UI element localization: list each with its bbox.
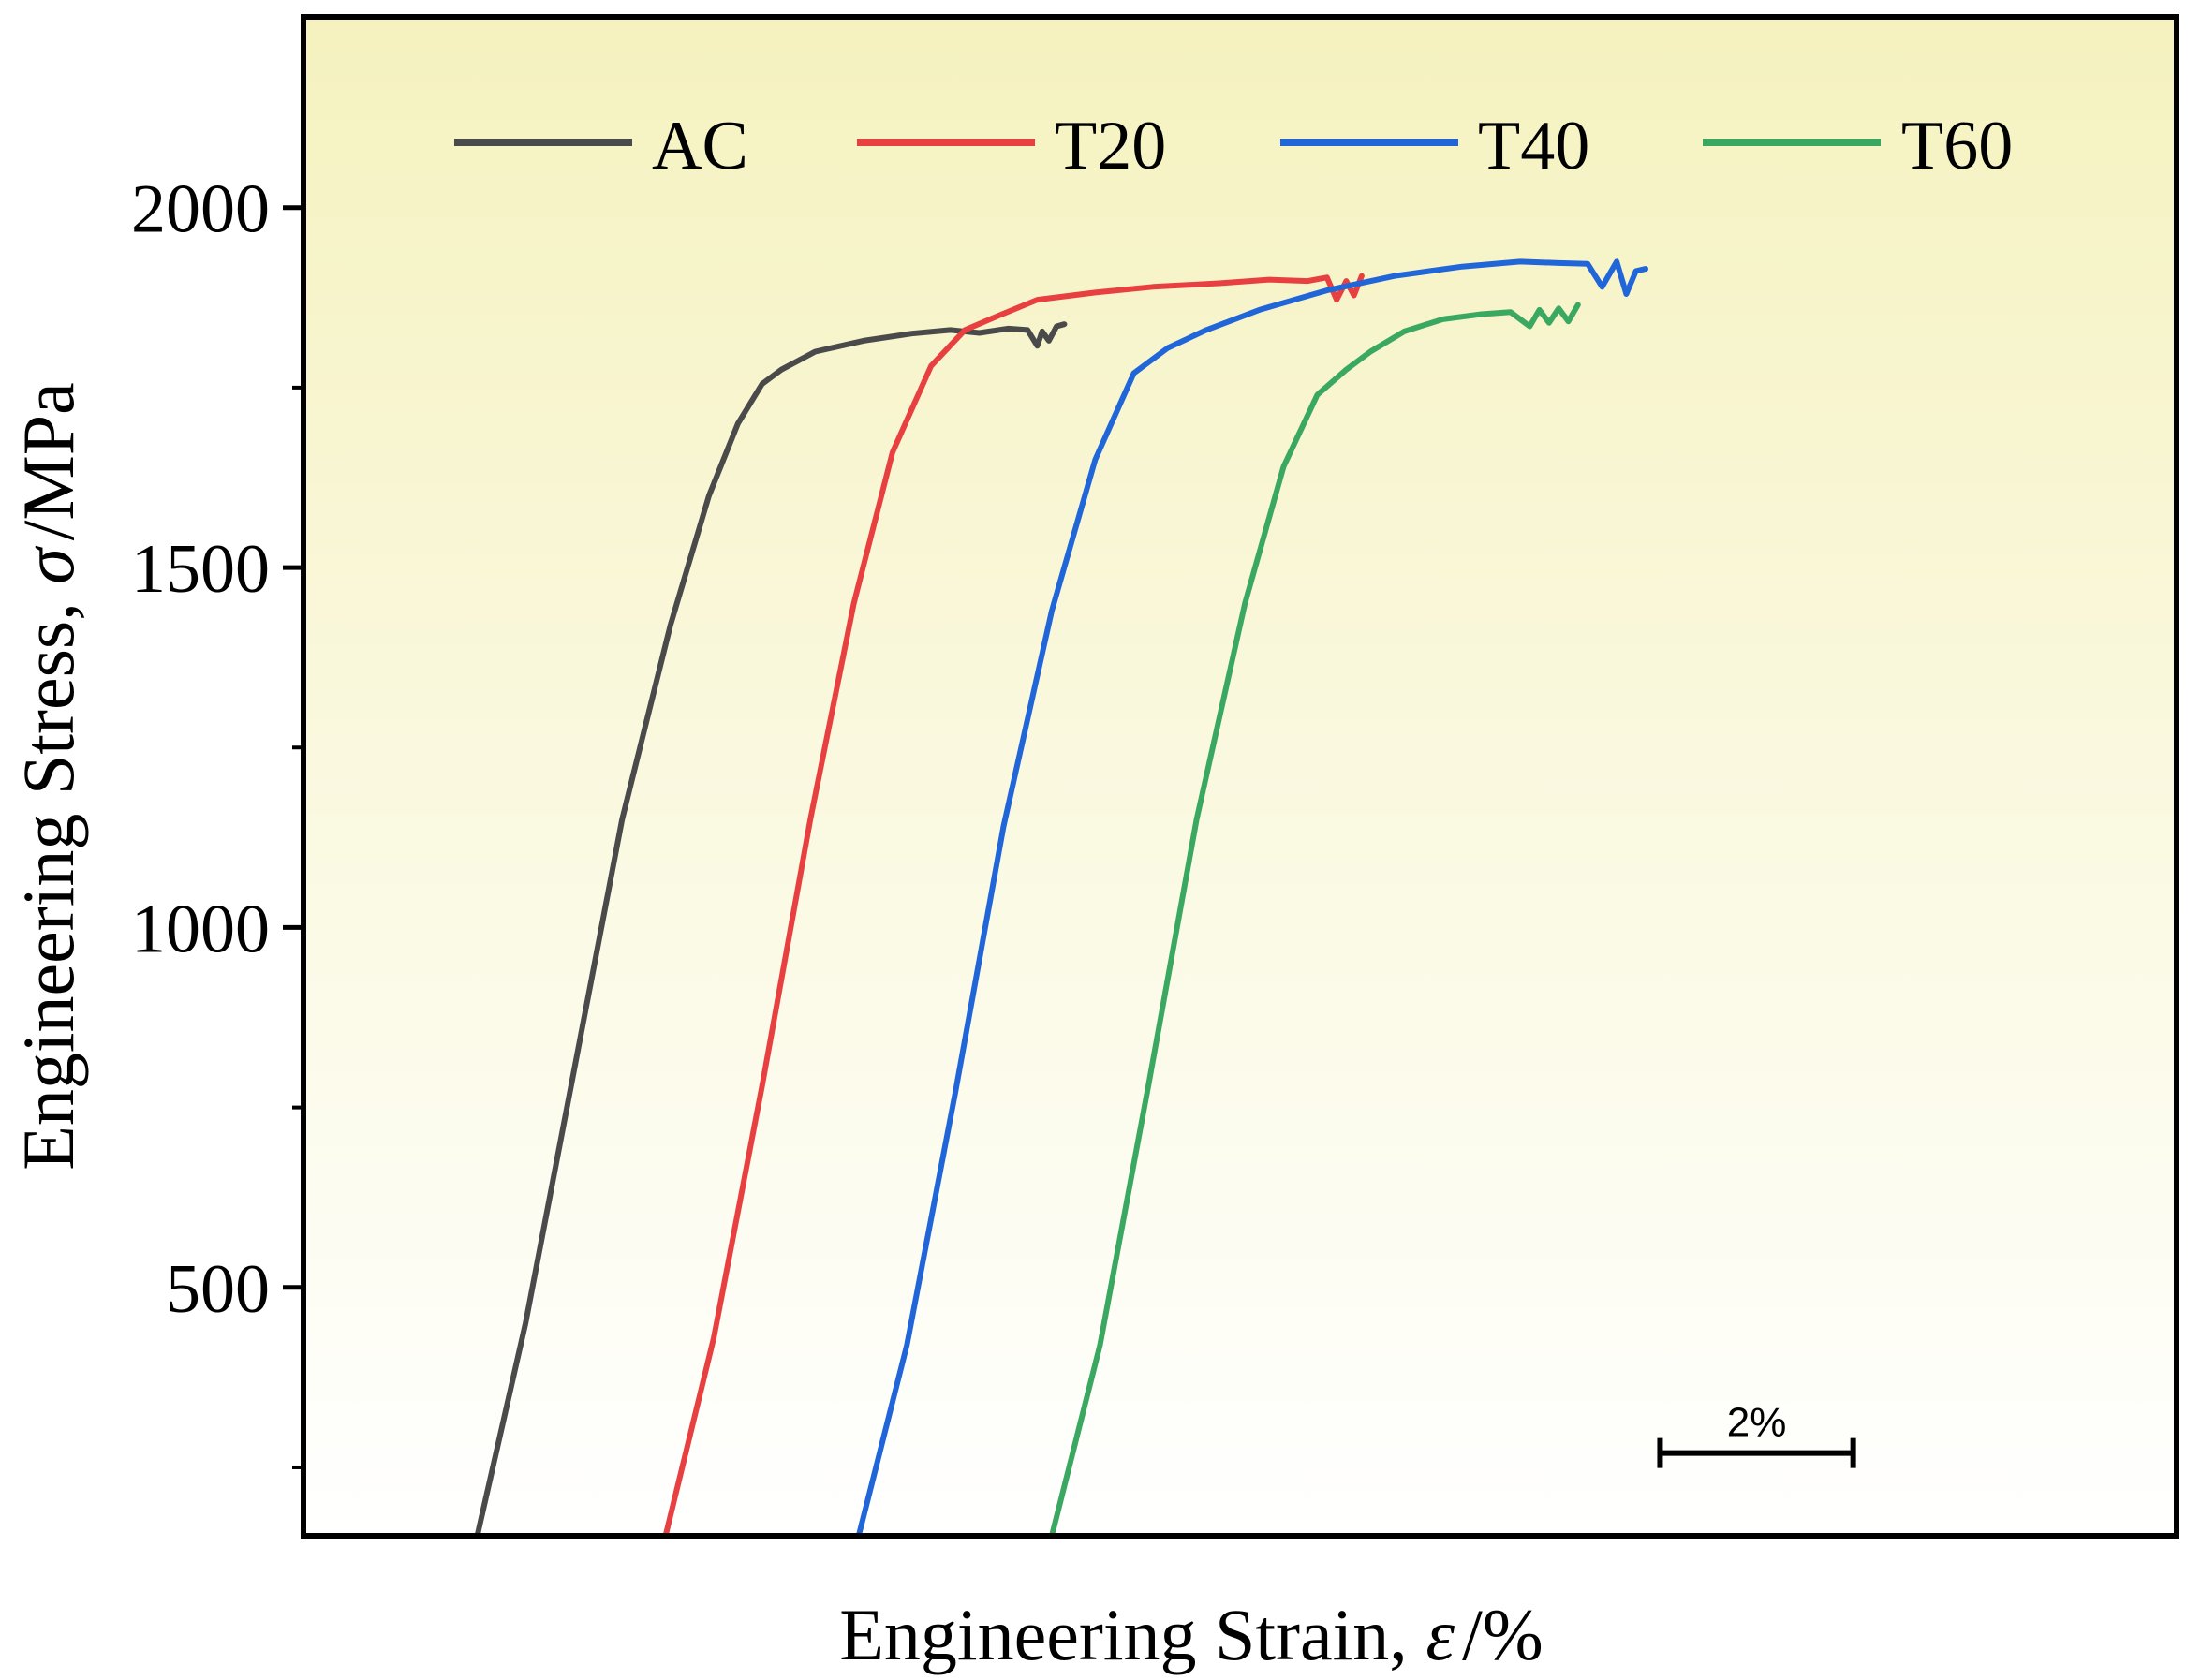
- y-axis-title-prefix: Engineering Stress,: [7, 584, 89, 1171]
- x-axis-title: Engineering Strain, ε/%: [839, 1594, 1543, 1675]
- y-axis-title-suffix: /MPa: [7, 382, 89, 540]
- y-axis-title: Engineering Stress, σ/MPa: [7, 382, 89, 1171]
- y-axis-ticks: 500 1000 1500 2000: [131, 171, 303, 1469]
- x-axis-title-symbol: ε: [1425, 1594, 1455, 1675]
- x-axis-title-prefix: Engineering Strain,: [839, 1594, 1425, 1675]
- y-tick-label: 1000: [131, 891, 270, 967]
- plot-background: [303, 17, 2177, 1536]
- series-line-t40: [855, 258, 1648, 1539]
- series-line-t20: [662, 273, 1365, 1539]
- plot-frame: [301, 14, 2179, 1539]
- y-tick-label: 2000: [131, 171, 270, 248]
- series-line-ac: [474, 321, 1068, 1539]
- y-tick-label: 1500: [131, 531, 270, 608]
- legend-label-t20: T20: [1055, 108, 1166, 184]
- legend-label-t40: T40: [1478, 108, 1589, 184]
- series-lines: [474, 258, 1648, 1539]
- y-tick-label: 500: [166, 1251, 270, 1328]
- legend-label-t60: T60: [1901, 108, 2013, 184]
- x-axis-title-suffix: /%: [1462, 1594, 1544, 1675]
- legend: AC T20 T40 T60: [454, 108, 2013, 184]
- scale-bar: 2%: [1657, 1400, 1856, 1468]
- y-axis-title-symbol: σ: [7, 546, 89, 584]
- legend-label-ac: AC: [652, 108, 748, 184]
- scale-bar-label: 2%: [1727, 1400, 1787, 1446]
- series-line-t60: [1049, 302, 1581, 1539]
